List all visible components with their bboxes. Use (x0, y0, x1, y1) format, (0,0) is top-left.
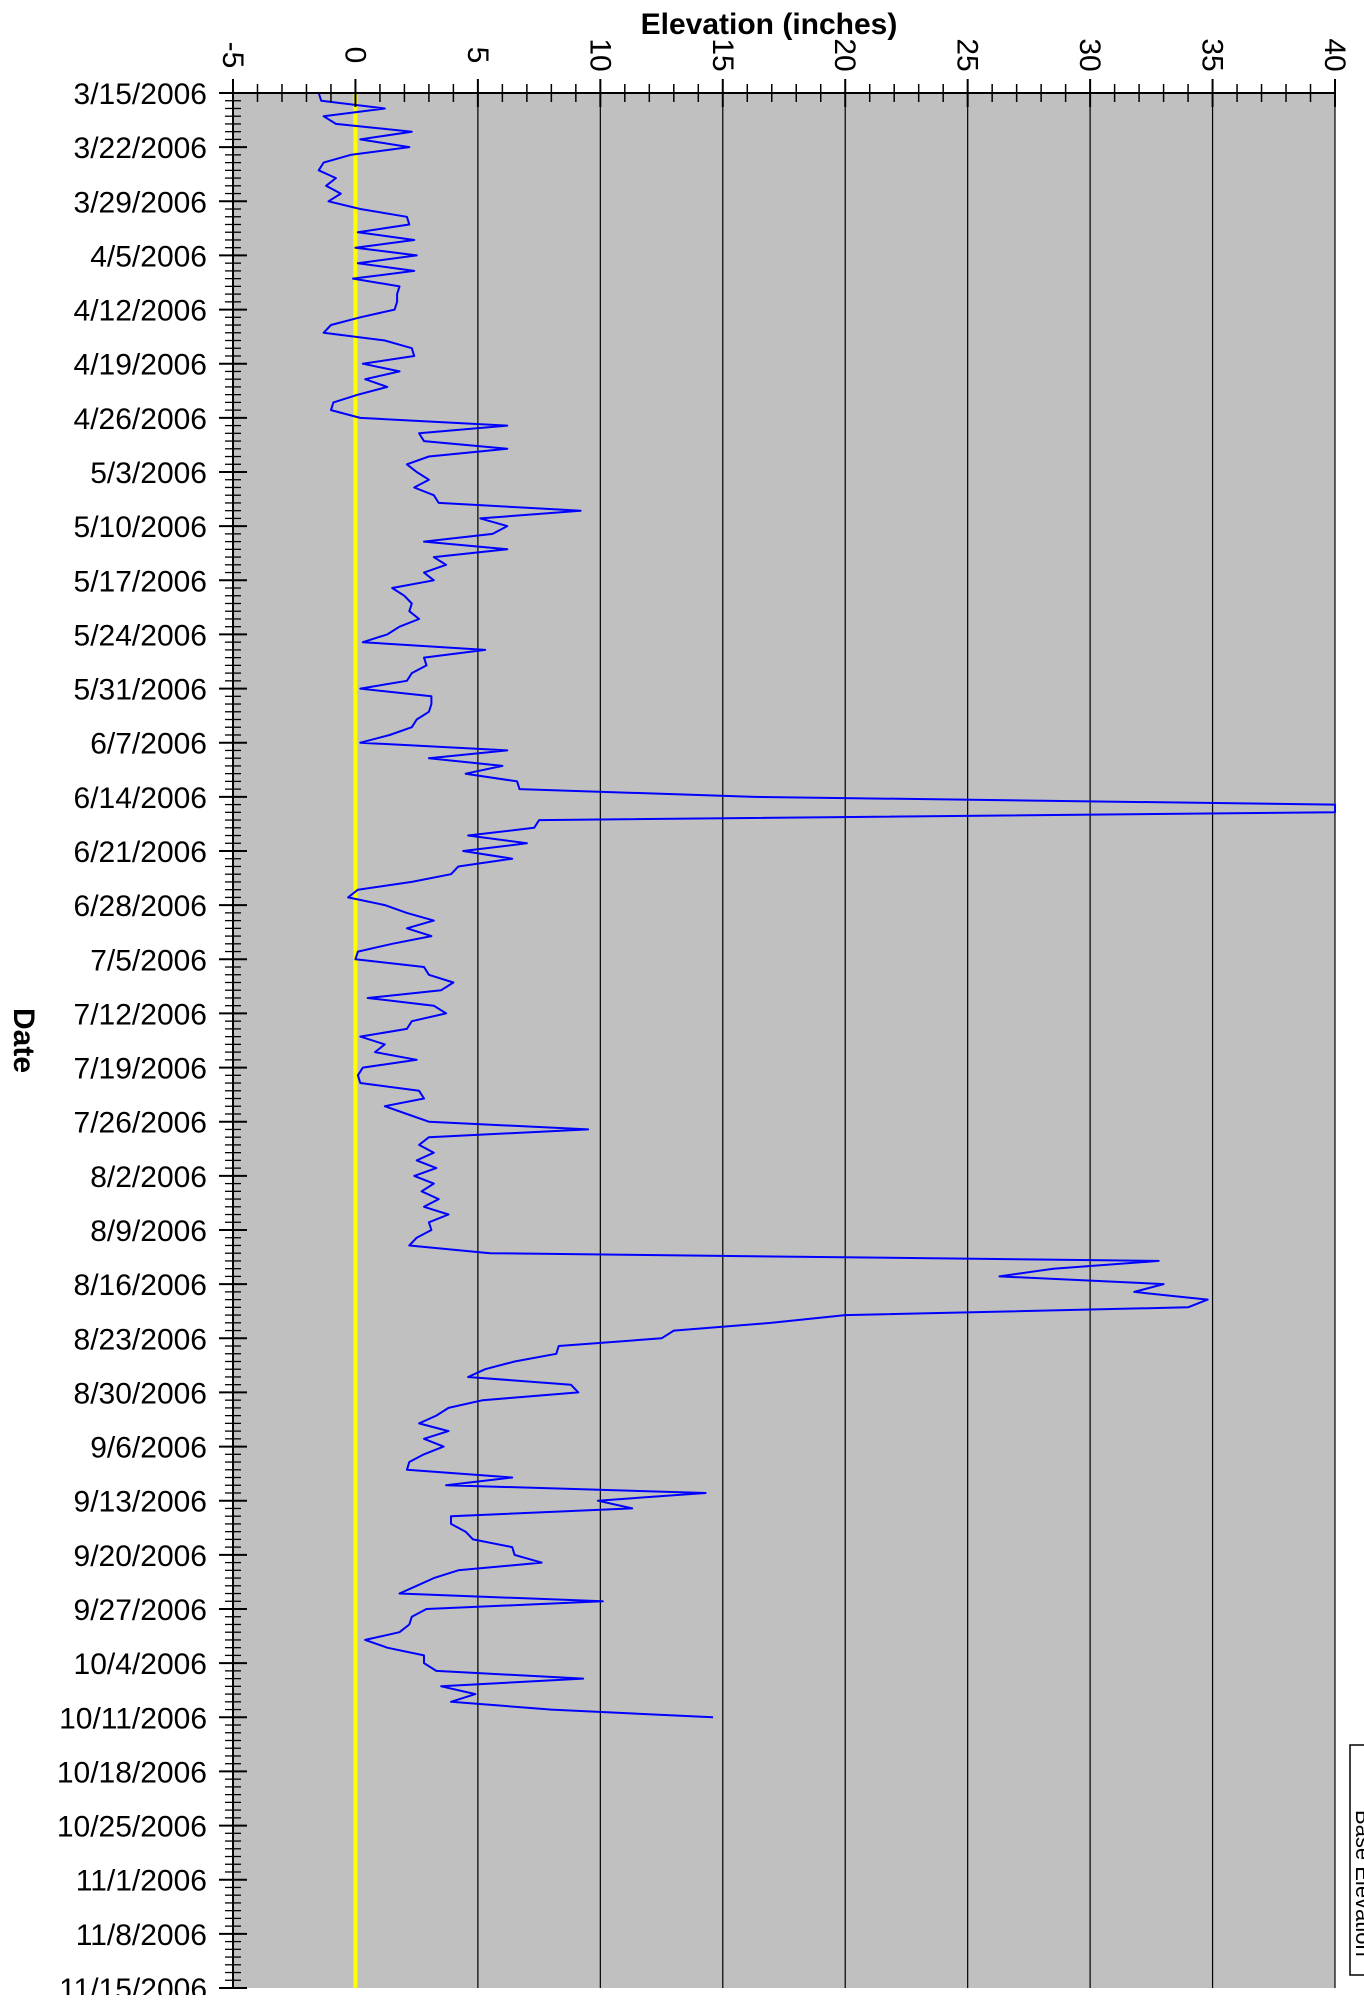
date-tick-labels: 3/15/2006 3/22/2006 3/29/2006 4/5/2006 4/12/… (57, 78, 207, 1995)
legend: Base Elevation (1350, 1745, 1364, 1975)
date-tick-label: 5/17/2006 (74, 565, 207, 598)
x-tick-label: 15 (706, 38, 739, 71)
date-tick-label: 5/24/2006 (74, 619, 207, 652)
date-tick-label: 9/20/2006 (74, 1540, 207, 1573)
date-tick-label: 10/11/2006 (59, 1702, 207, 1735)
date-tick-label: 8/16/2006 (74, 1269, 207, 1302)
date-tick-label: 10/25/2006 (57, 1811, 207, 1844)
plot-background (233, 93, 1335, 1988)
date-tick-label: 5/3/2006 (90, 457, 207, 490)
date-tick-label: 5/10/2006 (74, 511, 207, 544)
date-tick-label: 4/12/2006 (74, 295, 207, 328)
date-tick-label: 6/7/2006 (90, 728, 207, 761)
x-tick-label: 0 (338, 47, 371, 64)
x-tick-label: 30 (1073, 38, 1106, 71)
x-tick-labels: -5 0 5 10 15 20 25 30 35 40 (216, 38, 1351, 71)
date-tick-label: 10/18/2006 (57, 1756, 207, 1789)
x-tick-label: 40 (1318, 38, 1351, 71)
x-tick-label: 10 (583, 38, 616, 71)
date-tick-label: 4/5/2006 (90, 240, 207, 273)
date-tick-label: 5/31/2006 (74, 674, 207, 707)
y-axis-title: Date (7, 1008, 40, 1073)
x-tick-label: 5 (461, 47, 494, 64)
date-tick-label: 6/21/2006 (74, 836, 207, 869)
date-tick-label: 10/4/2006 (74, 1648, 207, 1681)
date-tick-label: 6/14/2006 (74, 782, 207, 815)
date-tick-label: 8/2/2006 (90, 1161, 207, 1194)
x-tick-label: 25 (951, 38, 984, 71)
date-tick-label: 4/19/2006 (74, 349, 207, 382)
date-tick-label: 11/1/2006 (76, 1865, 207, 1898)
date-tick-label: 3/22/2006 (74, 132, 207, 165)
date-tick-label: 11/8/2006 (76, 1919, 207, 1952)
date-tick-label: 6/28/2006 (74, 890, 207, 923)
legend-label: Base Elevation (1351, 1810, 1364, 1957)
date-tick-label: 7/12/2006 (74, 998, 207, 1031)
date-tick-label: 8/30/2006 (74, 1377, 207, 1410)
x-axis-title: Elevation (inches) (641, 8, 898, 41)
x-tick-label: 35 (1196, 38, 1229, 71)
date-tick-label: 11/15/2006 (59, 1973, 207, 1995)
date-tick-label: 7/19/2006 (74, 1053, 207, 1086)
date-tick-label: 4/26/2006 (74, 403, 207, 436)
date-tick-label: 7/26/2006 (74, 1107, 207, 1140)
date-tick-label: 3/29/2006 (74, 186, 207, 219)
date-tick-label: 3/15/2006 (74, 78, 207, 111)
date-tick-label: 9/13/2006 (74, 1486, 207, 1519)
x-tick-label: -5 (216, 42, 249, 69)
date-tick-label: 9/6/2006 (90, 1432, 207, 1465)
date-tick-label: 9/27/2006 (74, 1594, 207, 1627)
date-tick-label: 7/5/2006 (90, 944, 207, 977)
date-tick-label: 8/9/2006 (90, 1215, 207, 1248)
date-tick-label: 8/23/2006 (74, 1323, 207, 1356)
x-tick-label: 20 (828, 38, 861, 71)
